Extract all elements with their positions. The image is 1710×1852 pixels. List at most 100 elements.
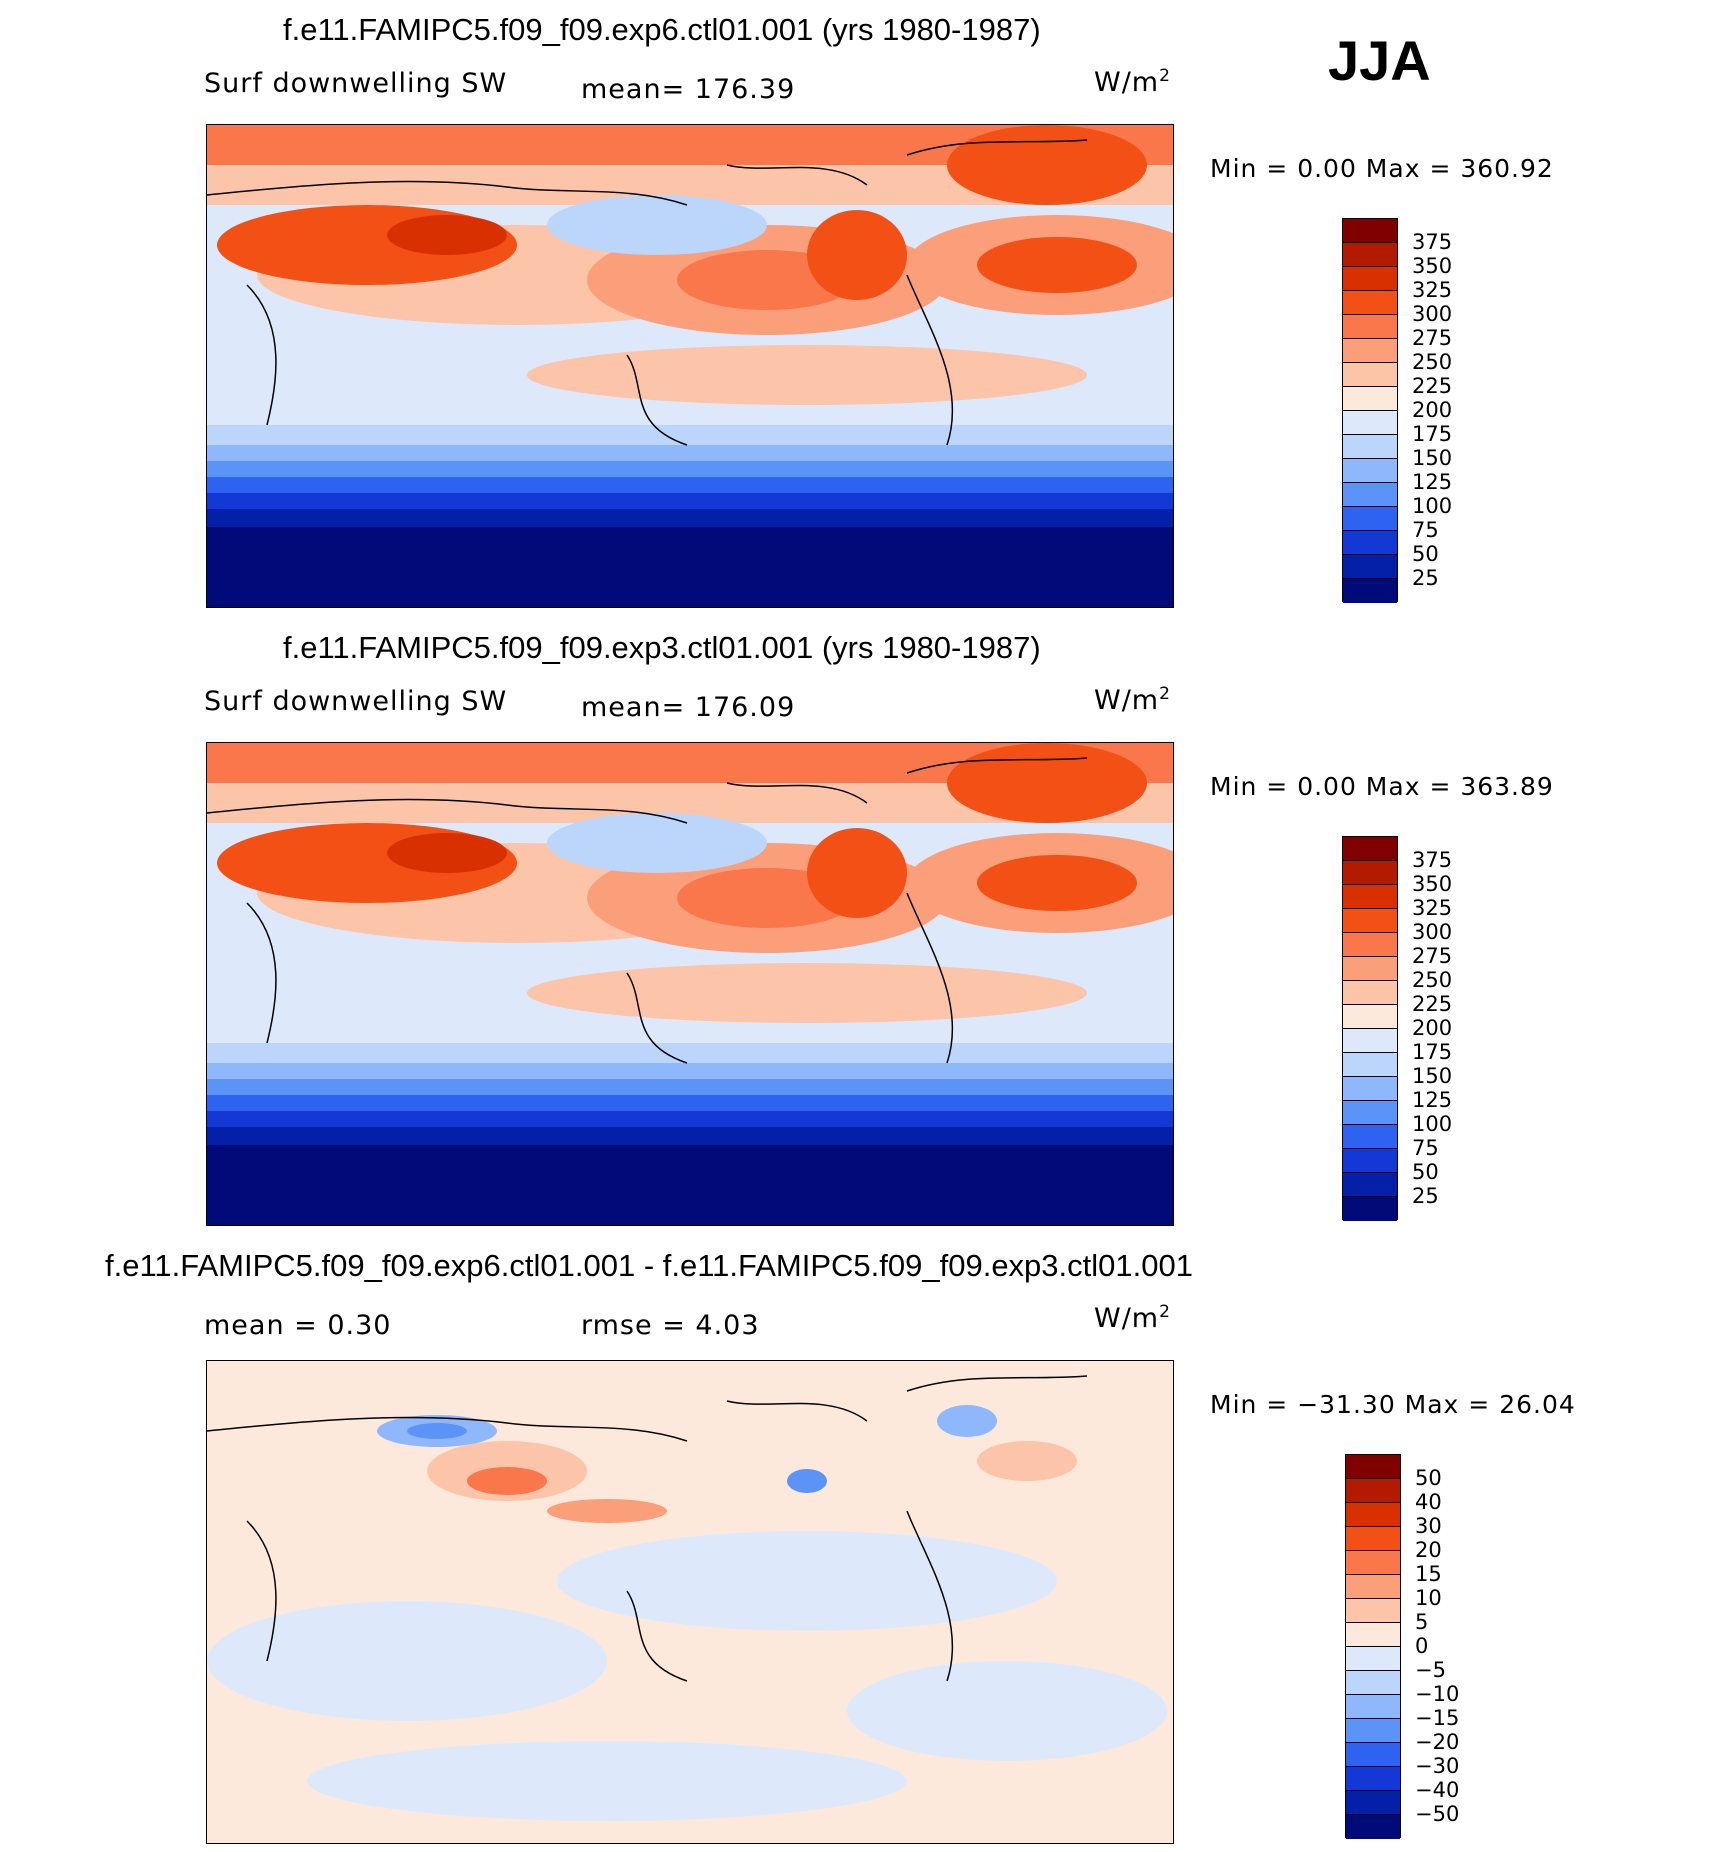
colorbar-swatch — [1343, 837, 1397, 861]
colorbar-swatch — [1346, 1695, 1400, 1719]
colorbar-tick-label: 15 — [1415, 1562, 1442, 1586]
panel3-minmax: Min = −31.30 Max = 26.04 — [1210, 1390, 1576, 1419]
colorbar-swatch — [1343, 267, 1397, 291]
panel3-units: W/m2 — [1094, 1302, 1171, 1334]
colorbar-tick-label: −40 — [1415, 1778, 1460, 1802]
colorbar-swatch — [1346, 1671, 1400, 1695]
panel3-colorbar-bar — [1345, 1454, 1401, 1839]
panel2-map-field — [207, 743, 1173, 1225]
colorbar-swatch — [1343, 531, 1397, 555]
colorbar-swatch — [1343, 933, 1397, 957]
colorbar-tick-label: −30 — [1415, 1754, 1460, 1778]
colorbar-swatch — [1343, 459, 1397, 483]
colorbar-tick-label: 150 — [1412, 1064, 1453, 1088]
colorbar-swatch — [1343, 579, 1397, 603]
colorbar-swatch — [1343, 315, 1397, 339]
units-superscript: 2 — [1159, 684, 1171, 704]
panel1-map — [206, 124, 1174, 608]
colorbar-tick-label: 200 — [1412, 1016, 1453, 1040]
colorbar-swatch — [1343, 909, 1397, 933]
colorbar-swatch — [1343, 861, 1397, 885]
colorbar-tick-label: 250 — [1412, 350, 1453, 374]
colorbar-tick-label: 175 — [1412, 1040, 1453, 1064]
panel2-mean-label: mean= 176.09 — [581, 692, 796, 723]
colorbar-swatch — [1343, 363, 1397, 387]
colorbar-swatch — [1343, 981, 1397, 1005]
panel1-colorbar-bar — [1342, 218, 1398, 603]
colorbar-tick-label: 225 — [1412, 992, 1453, 1016]
panel2-title: f.e11.FAMIPC5.f09_f09.exp3.ctl01.001 (yr… — [283, 630, 1041, 665]
colorbar-swatch — [1346, 1575, 1400, 1599]
colorbar-tick-label: 300 — [1412, 920, 1453, 944]
colorbar-swatch — [1346, 1527, 1400, 1551]
colorbar-tick-label: 350 — [1412, 254, 1453, 278]
colorbar-swatch — [1346, 1455, 1400, 1479]
colorbar-swatch — [1343, 1173, 1397, 1197]
colorbar-tick-label: −15 — [1415, 1706, 1460, 1730]
colorbar-swatch — [1346, 1479, 1400, 1503]
colorbar-swatch — [1343, 1029, 1397, 1053]
panel3-map-field — [207, 1361, 1173, 1843]
panel1-map-field — [207, 125, 1173, 607]
colorbar-tick-label: 200 — [1412, 398, 1453, 422]
panel3-map — [206, 1360, 1174, 1844]
panel2-colorbar-bar — [1342, 836, 1398, 1221]
season-label: JJA — [1328, 29, 1431, 92]
colorbar-tick-label: 100 — [1412, 494, 1453, 518]
colorbar-tick-label: 350 — [1412, 872, 1453, 896]
colorbar-tick-label: 275 — [1412, 944, 1453, 968]
colorbar-tick-label: 30 — [1415, 1514, 1442, 1538]
colorbar-tick-label: −50 — [1415, 1802, 1460, 1826]
colorbar-tick-label: 50 — [1412, 1160, 1439, 1184]
panel1-mean-label: mean= 176.39 — [581, 74, 796, 105]
panel2-map — [206, 742, 1174, 1226]
colorbar-swatch — [1343, 483, 1397, 507]
units-superscript: 2 — [1159, 66, 1171, 86]
colorbar-tick-label: −20 — [1415, 1730, 1460, 1754]
panel3-mean-label: mean = 0.30 — [204, 1310, 392, 1341]
units-text: W/m — [1094, 67, 1160, 98]
colorbar-swatch — [1343, 885, 1397, 909]
colorbar-swatch — [1346, 1767, 1400, 1791]
colorbar-swatch — [1343, 1005, 1397, 1029]
colorbar-tick-label: −5 — [1415, 1658, 1446, 1682]
units-text: W/m — [1094, 1303, 1160, 1334]
colorbar-swatch — [1343, 957, 1397, 981]
colorbar-swatch — [1343, 1149, 1397, 1173]
colorbar-swatch — [1346, 1743, 1400, 1767]
colorbar-tick-label: 100 — [1412, 1112, 1453, 1136]
panel2-variable-label: Surf downwelling SW — [204, 686, 508, 717]
panel3-title: f.e11.FAMIPC5.f09_f09.exp6.ctl01.001 - f… — [105, 1248, 1193, 1283]
colorbar-tick-label: 125 — [1412, 1088, 1453, 1112]
colorbar-swatch — [1343, 291, 1397, 315]
panel3-rmse-label: rmse = 4.03 — [581, 1310, 760, 1341]
colorbar-tick-label: 20 — [1415, 1538, 1442, 1562]
units-superscript: 2 — [1159, 1302, 1171, 1322]
colorbar-tick-label: 25 — [1412, 566, 1439, 590]
colorbar-tick-label: 300 — [1412, 302, 1453, 326]
colorbar-tick-label: 275 — [1412, 326, 1453, 350]
colorbar-tick-label: 325 — [1412, 278, 1453, 302]
colorbar-swatch — [1343, 339, 1397, 363]
colorbar-swatch — [1343, 387, 1397, 411]
colorbar-swatch — [1346, 1503, 1400, 1527]
colorbar-tick-label: 150 — [1412, 446, 1453, 470]
colorbar-swatch — [1346, 1551, 1400, 1575]
colorbar-swatch — [1346, 1647, 1400, 1671]
colorbar-tick-label: −10 — [1415, 1682, 1460, 1706]
colorbar-tick-label: 0 — [1415, 1634, 1429, 1658]
colorbar-tick-label: 375 — [1412, 848, 1453, 872]
panel1-minmax: Min = 0.00 Max = 360.92 — [1210, 154, 1554, 183]
panel1-title: f.e11.FAMIPC5.f09_f09.exp6.ctl01.001 (yr… — [283, 12, 1041, 47]
colorbar-swatch — [1346, 1719, 1400, 1743]
colorbar-swatch — [1343, 507, 1397, 531]
colorbar-tick-label: 375 — [1412, 230, 1453, 254]
colorbar-tick-label: 125 — [1412, 470, 1453, 494]
colorbar-swatch — [1343, 435, 1397, 459]
colorbar-swatch — [1346, 1599, 1400, 1623]
colorbar-tick-label: 25 — [1412, 1184, 1439, 1208]
colorbar-tick-label: 5 — [1415, 1610, 1429, 1634]
colorbar-swatch — [1346, 1623, 1400, 1647]
panel1-units: W/m2 — [1094, 66, 1171, 98]
colorbar-swatch — [1343, 243, 1397, 267]
